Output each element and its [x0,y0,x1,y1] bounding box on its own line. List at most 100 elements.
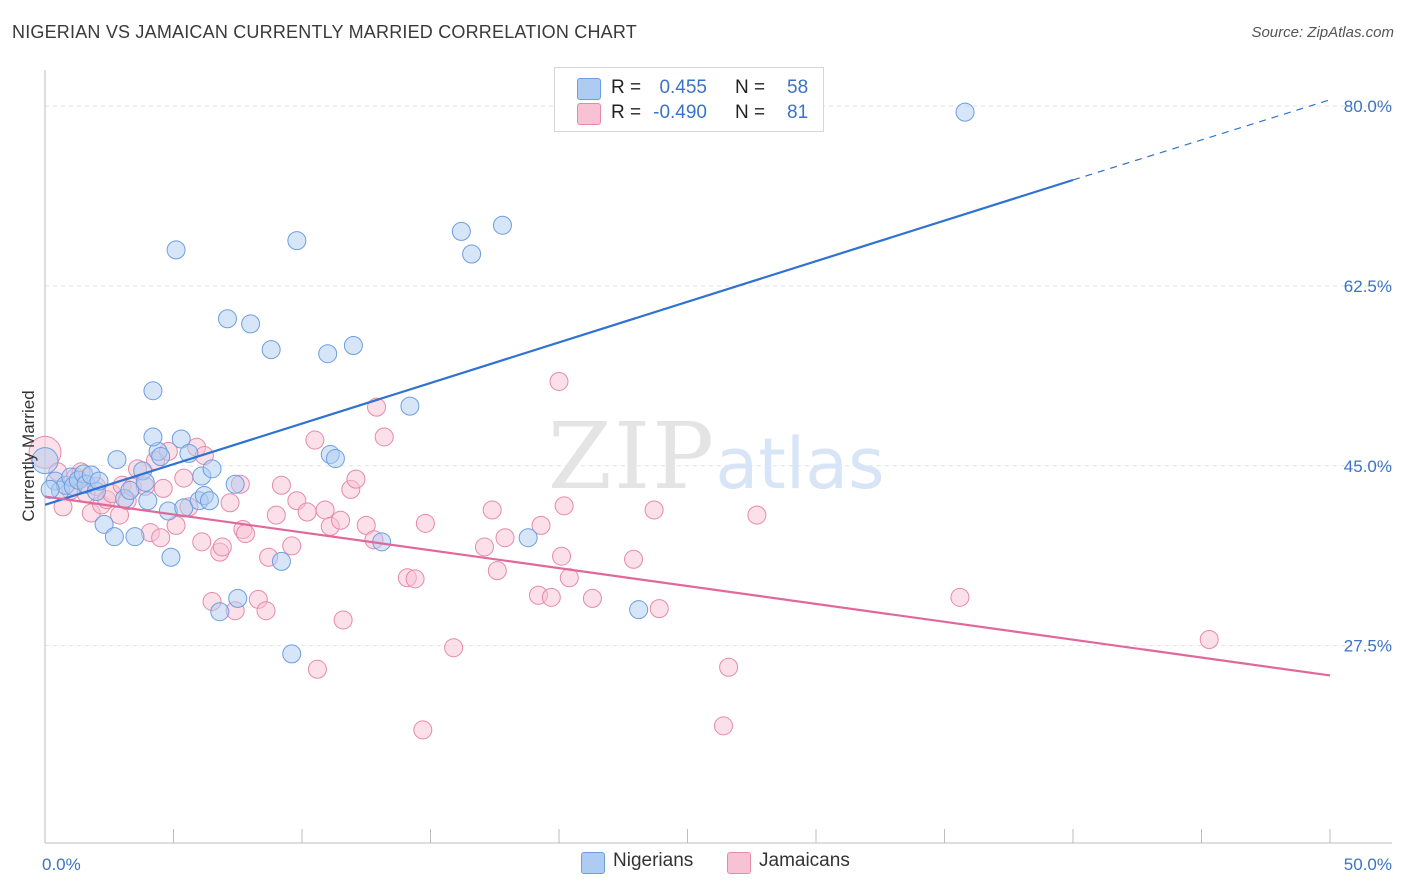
tick-labels: 27.5% 45.0% 62.5% 80.0% 0.0% 50.0% [42,97,1392,874]
bottom-legend-swatch-jamaicans [727,852,751,874]
nigerian-point [318,344,338,364]
jamaicans-points [28,371,1219,740]
jamaican-point [346,469,366,489]
jamaican-point [235,524,255,544]
jamaican-point [950,587,970,607]
x-tick-label: 50.0% [1344,855,1392,874]
correlation-legend: R = 0.455 N = 58 R = -0.490 N = 81 [554,67,824,132]
jamaican-point [212,537,232,557]
nigerian-point [125,527,145,547]
bottom-legend-swatch-nigerians [581,852,605,874]
jamaican-point [719,657,739,677]
jamaican-point [495,528,515,548]
jamaican-point [554,496,574,516]
jamaican-point [174,468,194,488]
nigerian-point [107,450,127,470]
nigerian-point [40,479,60,499]
legend-r-label: R = [611,77,642,98]
y-tick-label: 80.0% [1344,97,1392,116]
nigerian-point [31,447,59,475]
nigerian-point [271,551,291,571]
nigerian-point [94,514,114,534]
nigerian-point [138,491,158,511]
jamaican-point [582,588,602,608]
jamaican-point [282,536,302,556]
nigerian-point [225,474,245,494]
nigerian-point [104,527,124,547]
nigerian-point [151,447,171,466]
jamaican-point [151,528,171,548]
legend-r-value: -0.490 [653,102,707,123]
jamaican-point [220,493,240,513]
nigerian-point [217,309,237,329]
jamaican-point [541,587,561,607]
legend-r-label: R = [611,102,642,123]
nigerian-point [287,231,307,251]
nigerian-point [166,240,186,260]
nigerians-trend-line [44,178,1074,506]
trend-lines [44,99,1331,677]
jamaican-point [305,430,325,450]
legend-swatch-nigerians [577,78,601,100]
nigerian-point [228,588,248,608]
jamaican-point [256,601,276,621]
legend-n-value: 58 [787,77,809,98]
nigerian-point [343,335,363,355]
jamaican-point [444,638,464,658]
nigerian-point [202,459,222,479]
jamaican-point [487,561,507,581]
x-tick-label: 0.0% [42,855,81,874]
nigerian-point [451,221,471,241]
nigerians-points [31,102,975,664]
jamaican-point [1199,629,1219,649]
nigerian-point [120,480,140,500]
y-tick-label: 45.0% [1344,457,1392,476]
watermark-zip: ZIP [548,403,716,510]
bottom-legend-label-nigerians: Nigerians [613,850,694,871]
nigerian-point [210,602,230,622]
nigerian-point [955,102,975,122]
jamaican-point [549,371,569,391]
jamaican-point [367,397,387,417]
jamaican-point [644,500,664,520]
nigerian-point [518,528,538,548]
jamaican-point [649,599,669,619]
watermark: ZIP atlas [548,403,885,510]
jamaican-point [266,505,286,525]
jamaican-point [271,475,291,495]
jamaican-point [297,502,317,522]
nigerians-trend-extension [1072,99,1331,181]
jamaican-point [315,500,335,520]
jamaican-point [624,549,644,569]
jamaican-point [474,537,494,557]
y-tick-label: 62.5% [1344,277,1392,296]
source-label: Source: ZipAtlas.com [1251,24,1394,41]
chart-title: NIGERIAN VS JAMAICAN CURRENTLY MARRIED C… [12,22,637,42]
nigerian-point [199,491,219,511]
nigerian-point [158,501,178,521]
jamaican-point [531,515,551,535]
nigerian-point [143,427,163,447]
jamaican-point [413,720,433,740]
legend-n-value: 81 [787,102,809,123]
legend-n-label: N = [735,102,766,123]
y-tick-label: 27.5% [1344,637,1392,656]
jamaican-point [482,500,502,520]
nigerian-point [261,340,281,360]
nigerian-point [462,244,482,264]
legend-r-value: 0.455 [659,77,707,98]
jamaican-point [331,510,351,530]
legend-swatch-jamaicans [577,103,601,125]
jamaican-point [747,505,767,525]
nigerian-point [629,600,649,620]
jamaican-point [333,610,353,630]
jamaican-point [153,478,173,498]
jamaican-point [405,569,425,589]
legend-n-label: N = [735,77,766,98]
jamaicans-trend-line [44,495,1331,677]
jamaican-point [307,659,327,679]
jamaican-point [192,532,212,552]
nigerian-point [325,449,345,469]
watermark-atlas: atlas [715,423,884,505]
